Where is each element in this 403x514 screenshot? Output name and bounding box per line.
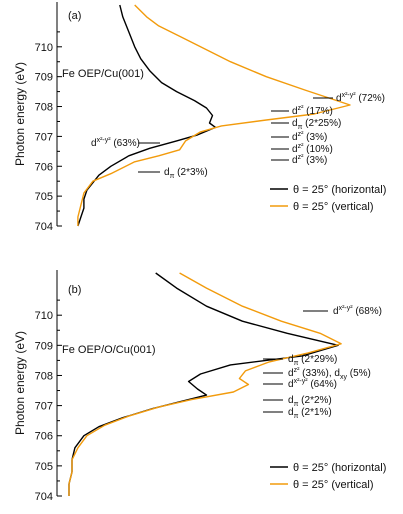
- orbital-annotation: dx²-y² (72%): [336, 92, 385, 104]
- sample-label: Fe OEP/O/Cu(001): [62, 344, 156, 356]
- orbital-annotation: dz² (3%): [292, 154, 327, 166]
- y-tick-label: 704: [35, 221, 53, 233]
- orbital-annotation: dx²-y² (63%): [91, 137, 140, 149]
- legend-label-horizontal: θ = 25° (horizontal): [293, 184, 386, 196]
- legend-label-horizontal: θ = 25° (horizontal): [293, 462, 386, 474]
- panel-label: (a): [68, 10, 81, 22]
- y-axis-label: Photon energy (eV): [13, 62, 27, 166]
- chart-panel-a: 704 705 706 707 708 709 710 Photon energy (eV) (…: [13, 2, 386, 233]
- orbital-annotation: dz² (33%), dxy (5%): [288, 367, 371, 381]
- y-tick-label: 706: [35, 431, 53, 443]
- legend-label-vertical: θ = 25° (vertical): [293, 201, 374, 213]
- y-tick-label: 709: [35, 340, 53, 352]
- y-tick-label: 707: [35, 131, 53, 143]
- orbital-annotation: dπ (2*29%): [288, 354, 337, 367]
- sample-label: Fe OEP/Cu(001): [62, 68, 144, 80]
- orbital-annotation: dz² (17%): [292, 105, 333, 117]
- orbital-annotation: dπ (2*3%): [164, 167, 208, 180]
- orbital-annotation: dπ (2*2%): [288, 395, 332, 408]
- y-tick-label: 706: [35, 161, 53, 173]
- y-tick-label: 705: [35, 191, 53, 203]
- y-tick-label: 709: [35, 72, 53, 84]
- panel-label: (b): [68, 284, 81, 296]
- series-line-vertical: [68, 272, 342, 496]
- orbital-annotation: dx²-y² (68%): [333, 305, 382, 317]
- y-tick-label: 707: [35, 401, 53, 413]
- orbital-annotation: dx²-y² (64%): [288, 378, 337, 390]
- series-line-horizontal: [68, 272, 339, 496]
- series-line-vertical: [77, 4, 351, 226]
- y-tick-label: 708: [35, 102, 53, 114]
- y-tick-label: 710: [35, 310, 53, 322]
- y-axis-label: Photon energy (eV): [13, 331, 27, 435]
- y-tick-label: 704: [35, 491, 53, 503]
- legend-label-vertical: θ = 25° (vertical): [293, 479, 374, 491]
- y-tick-label: 705: [35, 461, 53, 473]
- series-line-horizontal: [77, 4, 217, 227]
- orbital-annotation: dπ (2*25%): [292, 118, 341, 131]
- orbital-annotation: dπ (2*1%): [288, 407, 332, 420]
- chart-panel-b: 704 705 706 707 708 709 710 Photon energy (eV) (…: [13, 270, 386, 503]
- y-tick-label: 710: [35, 42, 53, 54]
- orbital-annotation: dz² (3%): [292, 131, 327, 143]
- y-tick-label: 708: [35, 370, 53, 382]
- orbital-annotation: dz² (10%): [292, 143, 333, 155]
